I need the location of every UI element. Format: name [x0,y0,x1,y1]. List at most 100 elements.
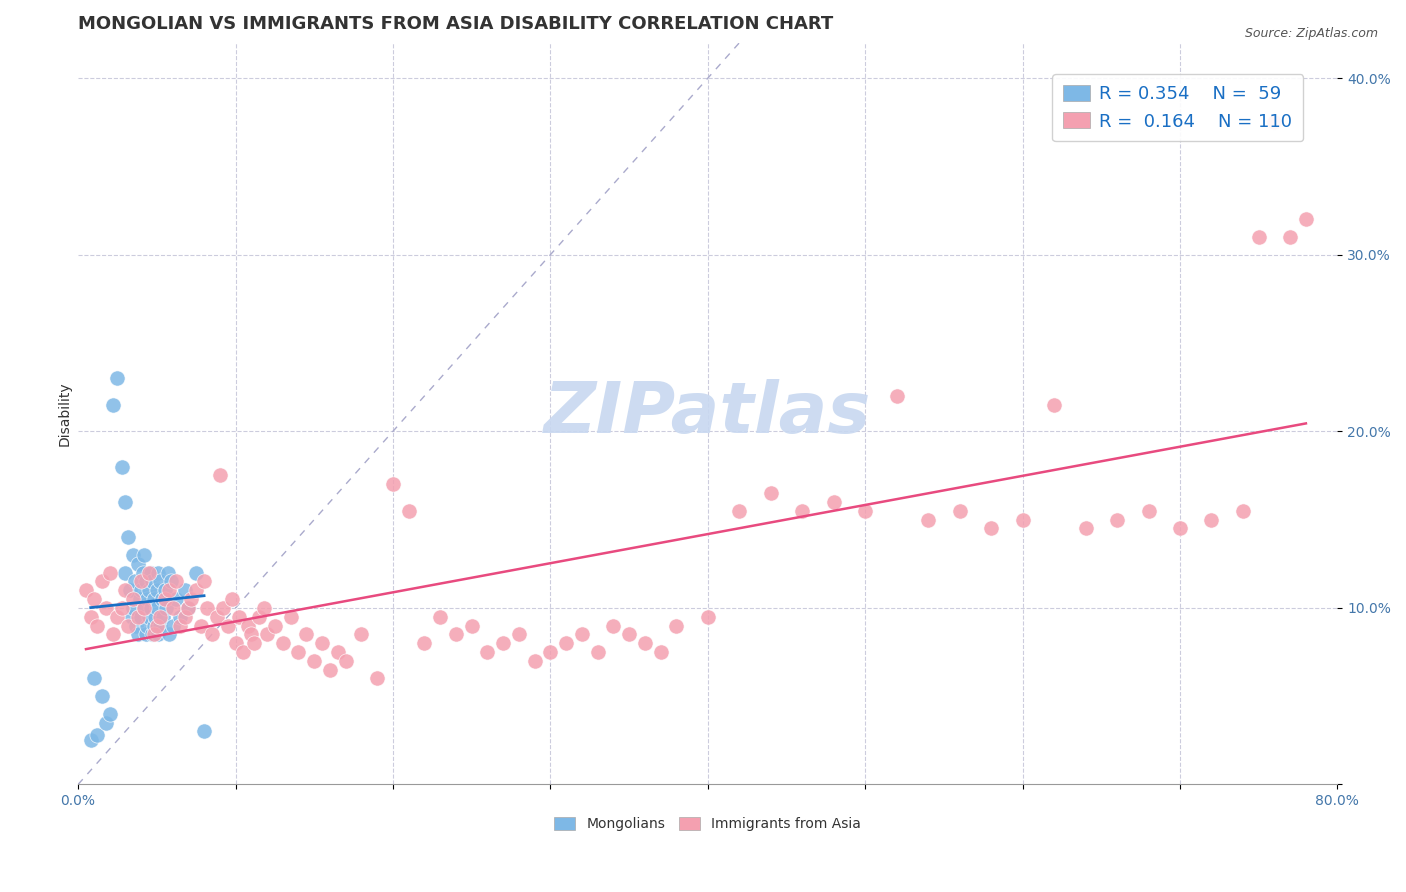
Point [302,654,325,668]
Point [149,618,172,632]
Point [162,600,184,615]
Point [243,636,266,650]
Point [114,495,136,509]
Point [138,583,160,598]
Point [111,600,134,615]
Point [886,389,908,403]
Point [148,627,170,641]
Point [90,574,112,589]
Point [280,609,302,624]
Point [165,574,187,589]
Point [149,609,172,624]
Point [1168,521,1191,535]
Point [98,706,121,721]
Point [1201,512,1223,526]
Point [792,504,814,518]
Point [124,574,146,589]
Point [146,583,169,598]
Point [75,583,97,598]
Point [350,627,373,641]
Point [366,672,388,686]
Point [114,566,136,580]
Text: Source: ZipAtlas.com: Source: ZipAtlas.com [1244,27,1378,40]
Point [146,618,169,632]
Point [413,636,436,650]
Point [398,504,420,518]
Point [152,609,174,624]
Point [1247,230,1270,244]
Point [135,627,157,641]
Point [127,609,149,624]
Point [83,592,105,607]
Point [335,654,357,668]
Point [508,627,530,641]
Point [217,618,239,632]
Point [634,636,657,650]
Point [617,627,640,641]
Point [96,600,118,615]
Point [236,618,259,632]
Point [138,566,160,580]
Point [134,600,156,615]
Point [247,609,270,624]
Point [169,618,191,632]
Point [107,609,129,624]
Point [117,530,139,544]
Point [177,600,200,615]
Point [160,574,183,589]
Point [80,609,103,624]
Point [319,663,342,677]
Point [125,618,148,632]
Point [122,548,145,562]
Point [127,627,149,641]
Point [174,609,197,624]
Point [429,609,451,624]
Point [571,627,593,641]
Point [131,566,153,580]
Point [555,636,578,650]
Point [136,592,159,607]
Point [205,609,228,624]
Point [523,654,546,668]
Text: ZIPatlas: ZIPatlas [544,379,872,448]
Point [586,645,609,659]
Point [122,600,145,615]
Point [157,583,180,598]
Point [232,645,254,659]
Point [83,672,105,686]
Point [134,600,156,615]
Point [186,583,208,598]
Point [980,521,1002,535]
Point [1105,512,1128,526]
Point [1074,521,1097,535]
Point [444,627,467,641]
Point [98,566,121,580]
Point [128,592,150,607]
Point [149,574,172,589]
Text: MONGOLIAN VS IMMIGRANTS FROM ASIA DISABILITY CORRELATION CHART: MONGOLIAN VS IMMIGRANTS FROM ASIA DISABI… [79,15,834,33]
Point [1263,115,1285,129]
Point [1232,504,1254,518]
Point [917,512,939,526]
Point [650,645,672,659]
Point [271,636,294,650]
Point [101,398,124,412]
Point [208,468,231,483]
Point [143,609,166,624]
Point [1279,230,1302,244]
Point [195,600,218,615]
Point [165,592,187,607]
Point [135,574,157,589]
Point [117,618,139,632]
Point [150,592,173,607]
Point [139,566,162,580]
Point [114,583,136,598]
Point [728,504,751,518]
Point [1137,504,1160,518]
Point [141,627,163,641]
Point [538,645,561,659]
Point [107,371,129,385]
Point [142,618,165,632]
Point [460,618,482,632]
Point [96,715,118,730]
